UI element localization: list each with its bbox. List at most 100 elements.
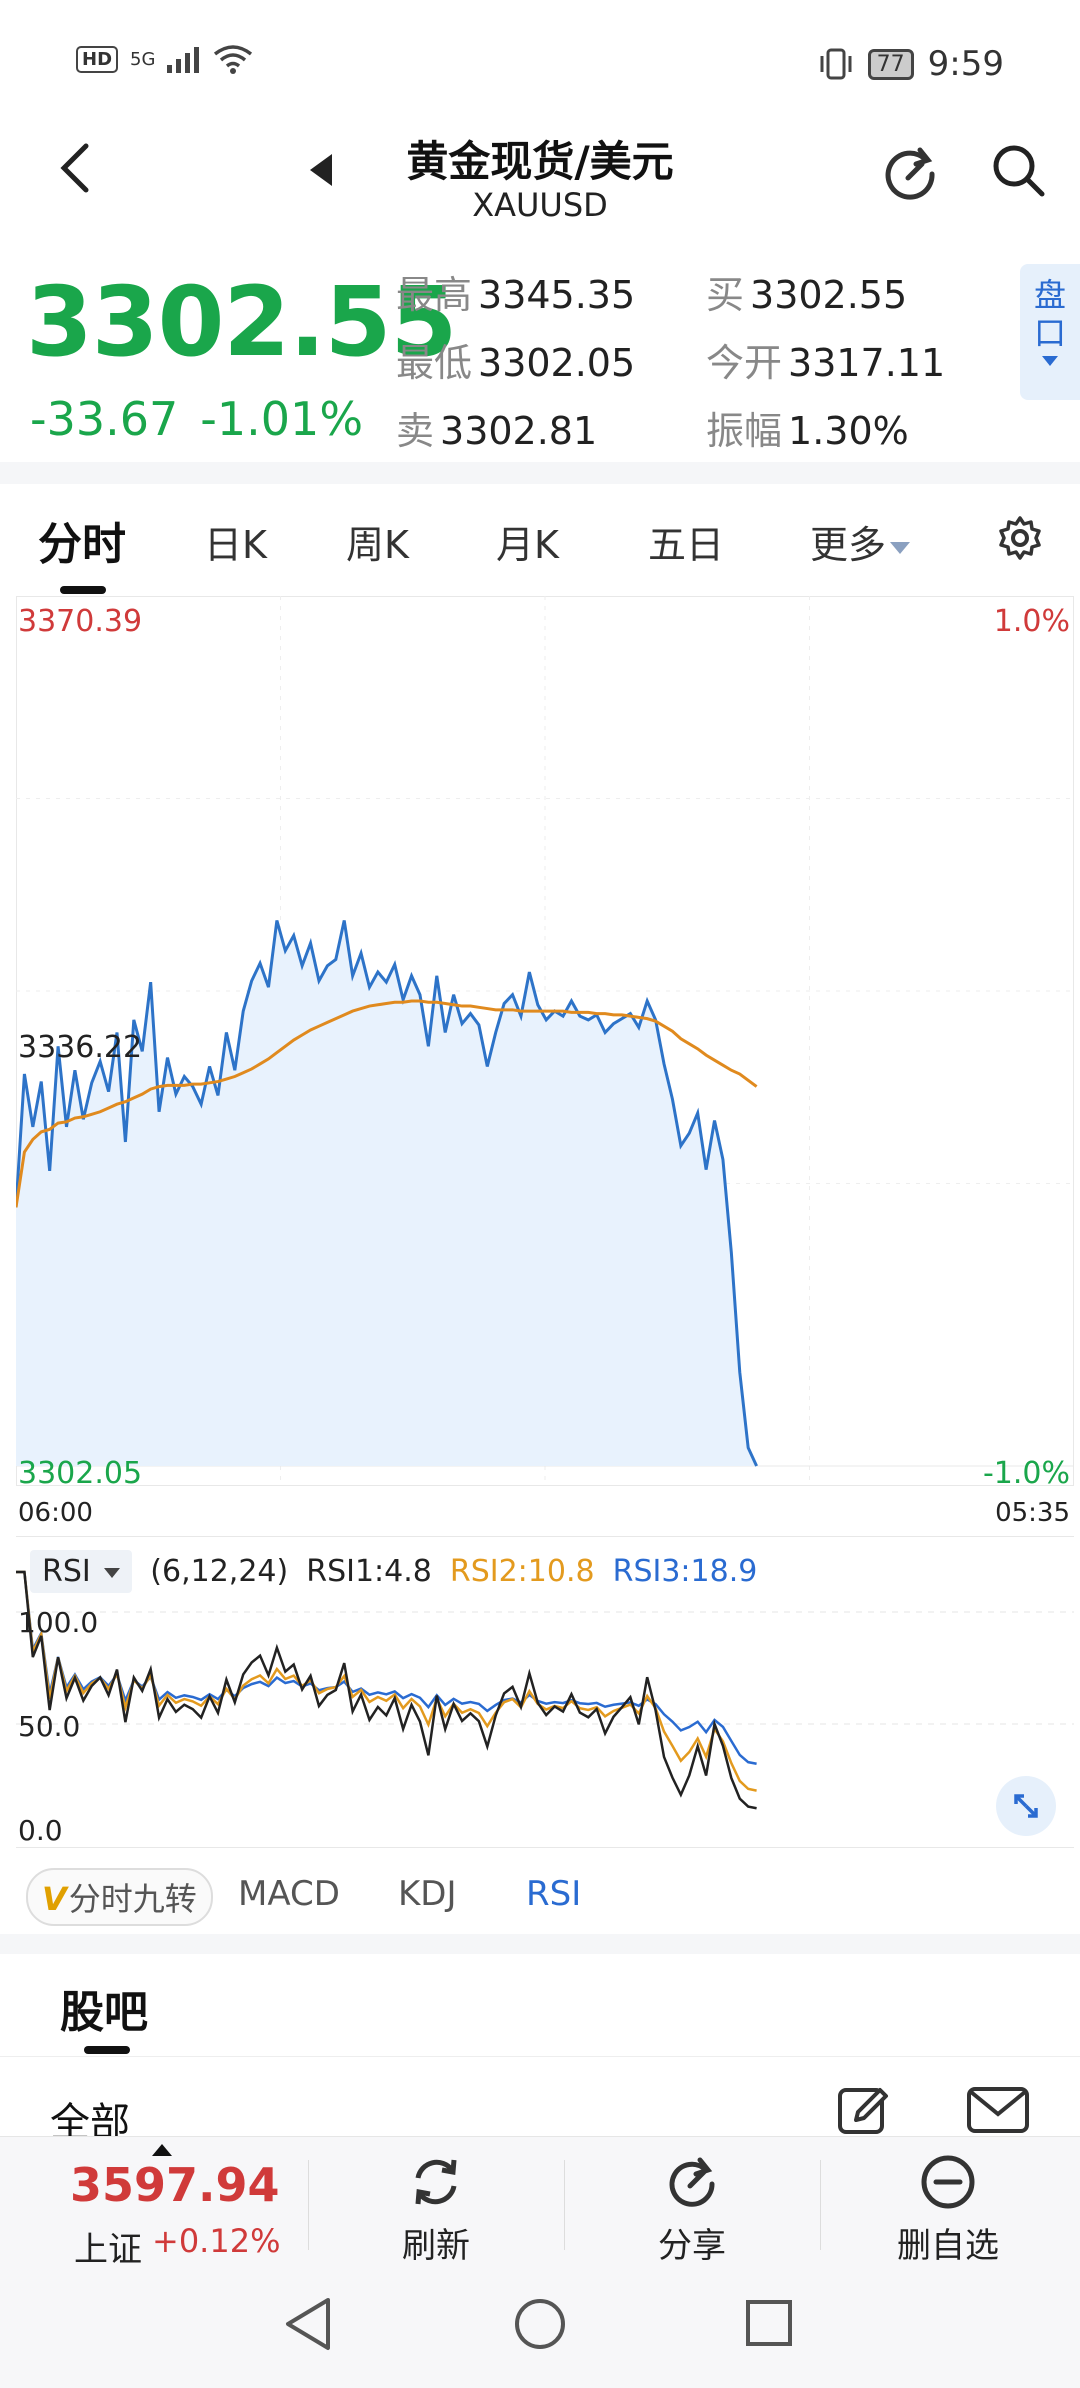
x-axis-end-label: 05:35: [995, 1498, 1070, 1528]
stat-low-label: 最低: [396, 341, 473, 385]
stat-amplitude-label: 振幅: [706, 409, 783, 453]
page-title: 黄金现货/美元: [406, 137, 674, 186]
index-value[interactable]: 3597.94: [70, 2158, 280, 2212]
rsi-tick-0: 0.0: [18, 1814, 63, 1847]
caret-up-icon: [152, 2144, 172, 2156]
signal-icon: [167, 47, 200, 73]
y-axis-mid-label: 3336.22: [18, 1030, 143, 1065]
vibrate-icon: [820, 48, 852, 80]
v-badge: V: [42, 1880, 67, 1918]
y-axis-min-label: 3302.05: [18, 1456, 143, 1491]
battery-indicator: 77: [867, 48, 914, 80]
stat-open-value: 3317.11: [788, 341, 946, 385]
average-price-line: [16, 999, 758, 1208]
rsi-tick-100: 100.0: [18, 1606, 99, 1639]
price-line: [16, 920, 758, 1467]
stat-amplitude: 振幅 1.30%: [706, 400, 909, 455]
caret-down-icon: [104, 1567, 121, 1578]
rsi-panel: [16, 1536, 1074, 1848]
remove-watchlist-label: 删自选: [897, 2226, 999, 2266]
toolbar-divider: [820, 2160, 821, 2250]
chevron-down-icon: [1042, 356, 1058, 366]
edit-post-icon[interactable]: [836, 2082, 892, 2138]
bottom-toolbar: [0, 2136, 1080, 2274]
rsi-tick-50: 50.0: [18, 1710, 81, 1743]
refresh-label: 刷新: [402, 2226, 470, 2266]
index-name: 上证: [74, 2230, 142, 2270]
remove-watchlist-button[interactable]: 删自选: [868, 2152, 1028, 2267]
stat-low: 最低 3302.05: [396, 332, 635, 387]
tab-intraday[interactable]: 分时: [38, 519, 126, 570]
search-icon[interactable]: [990, 142, 1046, 198]
price-change: -33.67 -1.01%: [30, 392, 385, 446]
tab-jiuzhuan-label: 分时九转: [68, 1880, 197, 1918]
hd-badge: HD: [76, 45, 119, 73]
stat-open: 今开 3317.11: [706, 332, 945, 387]
minus-circle-icon: [921, 2155, 975, 2209]
stat-buy-label: 买: [706, 273, 745, 317]
tab-more-label: 更多: [810, 523, 887, 567]
mail-icon[interactable]: [966, 2086, 1030, 2134]
rsi-chart[interactable]: [16, 1536, 1074, 1848]
nav-home-icon[interactable]: [512, 2296, 568, 2352]
stat-high: 最高 3345.35: [396, 264, 635, 319]
stat-high-label: 最高: [396, 273, 473, 317]
tab-five-day[interactable]: 五日: [648, 523, 725, 567]
rsi1-value: RSI1:4.8: [306, 1554, 432, 1589]
divider: [0, 2056, 1080, 2057]
x-axis-start-label: 06:00: [18, 1498, 93, 1528]
intraday-price-chart[interactable]: [16, 596, 1074, 1486]
rsi-legend: RSI (6,12,24) RSI1:4.8 RSI2:10.8 RSI3:18…: [30, 1550, 757, 1593]
signal-label: 5G: [130, 48, 156, 70]
caret-down-icon: [890, 541, 911, 554]
order-book-button[interactable]: 盘口: [1020, 264, 1080, 400]
tab-kdj[interactable]: KDJ: [398, 1874, 457, 1914]
section-divider: [0, 462, 1080, 484]
stat-sell: 卖 3302.81: [396, 400, 597, 455]
wifi-icon: [214, 45, 253, 74]
share-label: 分享: [658, 2226, 726, 2266]
stat-open-label: 今开: [706, 341, 783, 385]
tab-rsi[interactable]: RSI: [526, 1874, 582, 1914]
back-arrow-icon[interactable]: [56, 138, 96, 198]
active-tab-indicator: [60, 586, 106, 594]
rsi2-value: RSI2:10.8: [449, 1554, 595, 1589]
nav-back-icon[interactable]: [282, 2296, 334, 2352]
nav-recents-icon[interactable]: [744, 2298, 794, 2348]
community-tab-indicator: [84, 2046, 130, 2054]
pct-min-label: -1.0%: [982, 1456, 1070, 1491]
section-divider: [0, 1934, 1080, 1954]
refresh-button[interactable]: 刷新: [356, 2152, 516, 2267]
toolbar-divider: [308, 2160, 309, 2250]
expand-chart-button[interactable]: [996, 1776, 1056, 1836]
tab-monthly-k[interactable]: 月K: [496, 523, 559, 567]
indicator-select-label: RSI: [42, 1554, 91, 1589]
gear-icon[interactable]: [996, 514, 1044, 562]
tab-weekly-k[interactable]: 周K: [346, 523, 409, 567]
symbol-code: XAUUSD: [472, 186, 608, 224]
share-refresh-icon[interactable]: [880, 142, 940, 202]
stat-buy: 买 3302.55: [706, 264, 907, 319]
stat-sell-value: 3302.81: [440, 409, 598, 453]
tab-macd[interactable]: MACD: [238, 1874, 340, 1914]
expand-icon: [1014, 1794, 1038, 1818]
status-right: 77 9:59: [818, 44, 1004, 84]
previous-stock-icon[interactable]: [308, 152, 334, 188]
status-left: HD 5G: [76, 44, 253, 74]
tab-daily-k[interactable]: 日K: [204, 523, 267, 567]
change-amount: -33.67: [30, 392, 179, 446]
tab-jiuzhuan[interactable]: V分时九转: [26, 1868, 213, 1926]
community-title[interactable]: 股吧: [60, 1987, 148, 2038]
stat-amplitude-value: 1.30%: [788, 409, 909, 453]
index-percent: +0.12%: [152, 2222, 281, 2260]
stat-high-value: 3345.35: [478, 273, 636, 317]
clock: 9:59: [927, 44, 1004, 84]
indicator-select[interactable]: RSI: [30, 1550, 133, 1593]
share-button[interactable]: 分享: [612, 2152, 772, 2267]
refresh-icon: [415, 2159, 457, 2205]
rsi-params: (6,12,24): [150, 1554, 289, 1589]
tab-more[interactable]: 更多: [810, 514, 911, 569]
rsi3-line: [16, 1570, 757, 1765]
rsi3-value: RSI3:18.9: [612, 1554, 758, 1589]
price-area-fill: [16, 920, 757, 1466]
